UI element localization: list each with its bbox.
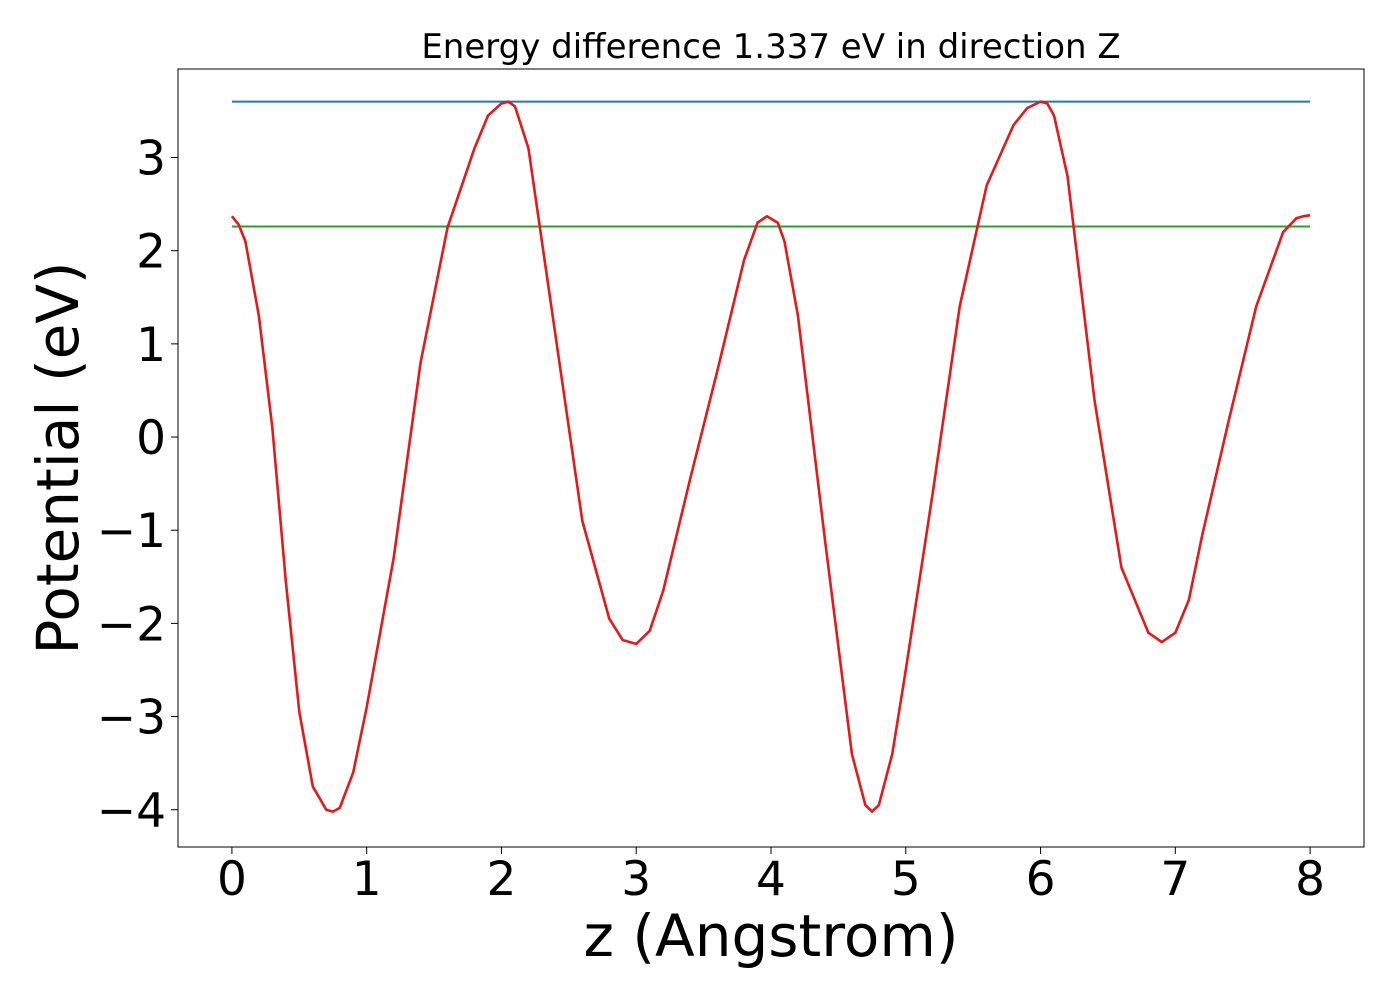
x-axis-label: z (Angstrom)	[584, 902, 959, 970]
y-tick-label: −4	[97, 784, 166, 839]
x-tick-label: 2	[487, 852, 517, 907]
y-tick-label: −2	[97, 597, 166, 652]
series-layer	[230, 100, 1311, 813]
x-tick-label: 3	[621, 852, 651, 907]
x-tick-label: 6	[1026, 852, 1056, 907]
chart-title: Energy difference 1.337 eV in direction …	[421, 27, 1120, 67]
y-axis-ticks: −4 −3 −2 −1 0 1 2 3	[97, 132, 178, 839]
x-tick-label: 4	[756, 852, 786, 907]
y-tick-label: 2	[136, 225, 166, 280]
y-axis-label: Potential (eV)	[24, 261, 92, 654]
x-tick-label: 7	[1160, 852, 1190, 907]
x-tick-label: 5	[891, 852, 921, 907]
series-line-3	[230, 100, 1311, 813]
y-tick-label: 0	[136, 411, 166, 466]
y-tick-label: 3	[136, 132, 166, 187]
y-tick-label: −1	[97, 504, 166, 559]
y-tick-label: 1	[136, 318, 166, 373]
x-tick-label: 0	[217, 852, 247, 907]
x-tick-label: 8	[1295, 852, 1325, 907]
x-axis-ticks: 0 1 2 3 4 5 6 7 8	[217, 847, 1325, 907]
y-tick-label: −3	[97, 691, 166, 746]
x-tick-label: 1	[352, 852, 382, 907]
